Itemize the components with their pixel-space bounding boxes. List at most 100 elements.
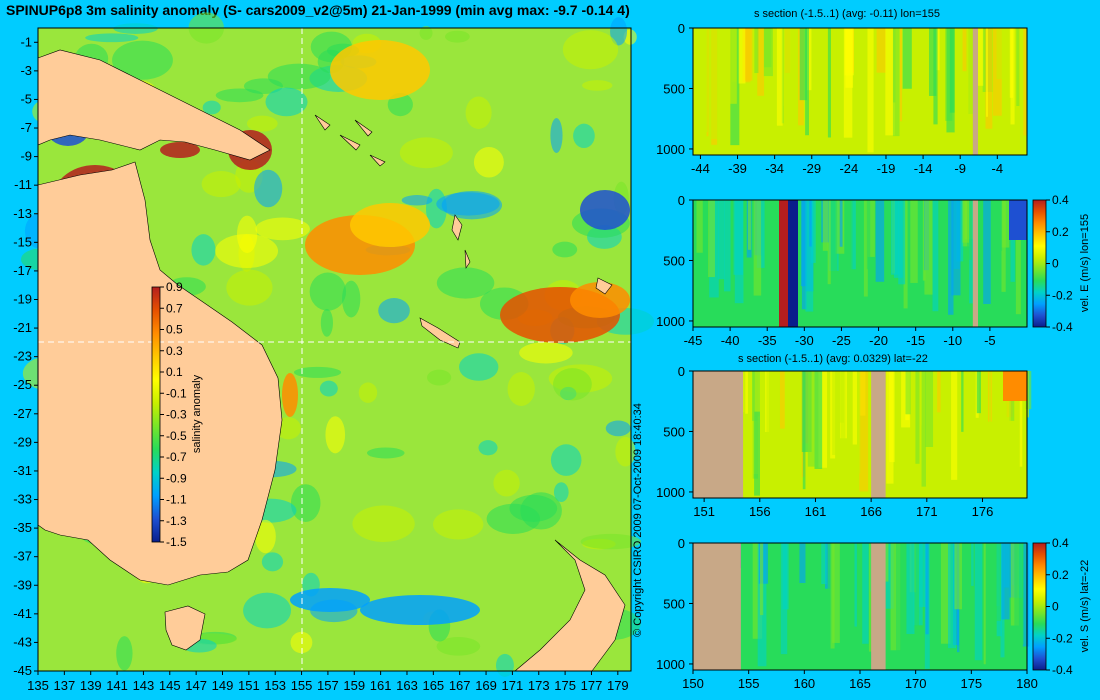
anomaly-patch xyxy=(319,380,338,397)
section-streak xyxy=(1019,371,1023,467)
map-x-tick-label: 167 xyxy=(449,678,471,693)
map-y-tick-label: -19 xyxy=(13,291,32,306)
section-streak xyxy=(745,371,748,414)
anomaly-patch xyxy=(112,40,173,80)
section-streak xyxy=(805,200,814,312)
anomaly-patch xyxy=(254,519,276,554)
section-x-tick-label: 151 xyxy=(693,504,715,519)
vel-colorbar-tick-label: -0.4 xyxy=(1052,663,1073,677)
section-jet-negative xyxy=(788,200,798,327)
map-y-tick-label: -43 xyxy=(13,634,32,649)
anomaly-feature xyxy=(350,203,430,247)
section-streak xyxy=(925,371,934,447)
anomaly-patch xyxy=(552,241,578,258)
vel-e-colorbar-bar xyxy=(1032,199,1047,328)
anomaly-patch xyxy=(85,33,139,43)
s-section-lon-panel: -44 -39 -34 -29 -24 -19 -14 -9 -4 0 500 1000 xyxy=(656,21,1028,176)
section-streak xyxy=(754,371,762,412)
section-streak xyxy=(915,371,920,464)
vel-colorbar-tick-label: -0.2 xyxy=(1052,631,1073,645)
section-streak xyxy=(827,28,831,138)
section-streak xyxy=(975,200,982,265)
anomaly-patch xyxy=(427,369,452,386)
vel-colorbar-tick-label: 0 xyxy=(1052,257,1059,271)
colorbar-bar xyxy=(151,286,161,543)
section-x-tick-label: -20 xyxy=(869,333,888,348)
section-streak xyxy=(973,28,984,86)
section-streak xyxy=(990,543,993,605)
section-streak xyxy=(752,543,763,639)
map-x-tick-label: 141 xyxy=(106,678,128,693)
map-x-tick-label: 139 xyxy=(80,678,102,693)
vel-colorbar-tick-label: -0.2 xyxy=(1052,288,1073,302)
section-streak xyxy=(903,200,908,309)
section-streak xyxy=(764,28,772,68)
section-y-tick-label: 500 xyxy=(663,424,685,439)
section-streak xyxy=(885,28,895,136)
anomaly-patch xyxy=(615,436,636,467)
section-streak xyxy=(825,543,831,589)
section1-title: s section (-1.5..1) (avg: -0.11) lon=155 xyxy=(754,8,940,20)
anomaly-feature xyxy=(160,142,200,158)
anomaly-patch xyxy=(605,420,631,437)
map-y-tick-label: -23 xyxy=(13,349,32,364)
colorbar-tick-labels: 0.9 0.7 0.5 0.3 0.1 -0.1 -0.3 -0.5 -0.7 -0.9 -1.1 -… xyxy=(160,280,187,549)
vel-e-colorbar: 0.4 0.2 0 -0.2 -0.4 vel. E (m/s) lon=155 xyxy=(1032,193,1091,334)
section-x-tick-label: -24 xyxy=(839,161,858,176)
section-streak xyxy=(738,28,746,84)
map-y-tick-label: -9 xyxy=(20,149,32,164)
section-streak xyxy=(861,28,864,116)
map-y-tick-labels: -1 -3 -5 -7 -9 -11 -13 -15 -17 -19 -21 -23 -25 -27 -29… xyxy=(13,34,38,678)
section-land-mask xyxy=(871,543,886,670)
anomaly-patch xyxy=(254,169,283,208)
map-y-tick-label: -21 xyxy=(13,320,32,335)
salinity-map: 135 137 139 141 143 145 147 149 151 153 155 157 159 1… xyxy=(13,12,655,693)
section-streak xyxy=(708,200,715,278)
section-jet-positive xyxy=(779,200,788,327)
section-streak xyxy=(827,543,831,615)
section-streak xyxy=(893,28,896,103)
section-streak xyxy=(821,543,827,585)
vel-colorbar-tick-label: 0.2 xyxy=(1052,225,1069,239)
section-x-tick-label: 155 xyxy=(738,676,760,691)
section-streak xyxy=(971,543,974,586)
map-y-tick-label: -39 xyxy=(13,577,32,592)
anomaly-patch xyxy=(243,592,292,629)
colorbar-tick-label: -1.3 xyxy=(166,514,187,528)
section-x-tick-label: 160 xyxy=(793,676,815,691)
section-streak xyxy=(896,543,901,666)
map-y-tick-label: -45 xyxy=(13,663,32,678)
section-streak xyxy=(885,543,894,609)
vel-e-colorbar-ticks: 0.4 0.2 0 -0.2 -0.4 xyxy=(1046,193,1073,334)
section-streak xyxy=(805,28,809,136)
anomaly-patch xyxy=(113,23,158,34)
colorbar-tick-label: 0.3 xyxy=(166,344,183,358)
vel-colorbar-tick-label: 0.4 xyxy=(1052,536,1069,550)
map-frame xyxy=(37,27,632,672)
section-streak xyxy=(996,28,1004,80)
section-streak xyxy=(1001,543,1010,620)
map-x-tick-label: 177 xyxy=(581,678,603,693)
section-streak xyxy=(854,543,857,627)
map-x-tick-label: 175 xyxy=(554,678,576,693)
map-x-tick-label: 137 xyxy=(54,678,76,693)
map-x-tick-label: 161 xyxy=(370,678,392,693)
section-x-tick-label: -39 xyxy=(728,161,747,176)
section-land-mask xyxy=(871,371,886,498)
section-streak xyxy=(925,543,929,635)
section-streak xyxy=(985,28,988,117)
section-x-tick-label: 165 xyxy=(849,676,871,691)
anomaly-patch xyxy=(290,631,313,654)
section-streak xyxy=(962,200,969,243)
vel-s-colorbar-ticks: 0.4 0.2 0 -0.2 -0.4 xyxy=(1046,536,1073,677)
anomaly-patch xyxy=(116,636,133,671)
anomaly-patch xyxy=(550,444,582,476)
anomaly-patch xyxy=(436,637,481,656)
section-streak xyxy=(951,371,958,480)
colorbar-tick-label: -0.5 xyxy=(166,429,187,443)
anomaly-patch xyxy=(366,447,405,459)
section-streak xyxy=(898,200,906,285)
section-streak xyxy=(948,543,957,649)
anomaly-patch xyxy=(275,417,301,440)
map-x-tick-labels: 135 137 139 141 143 145 147 149 151 153 155 157 159 1… xyxy=(27,671,629,693)
